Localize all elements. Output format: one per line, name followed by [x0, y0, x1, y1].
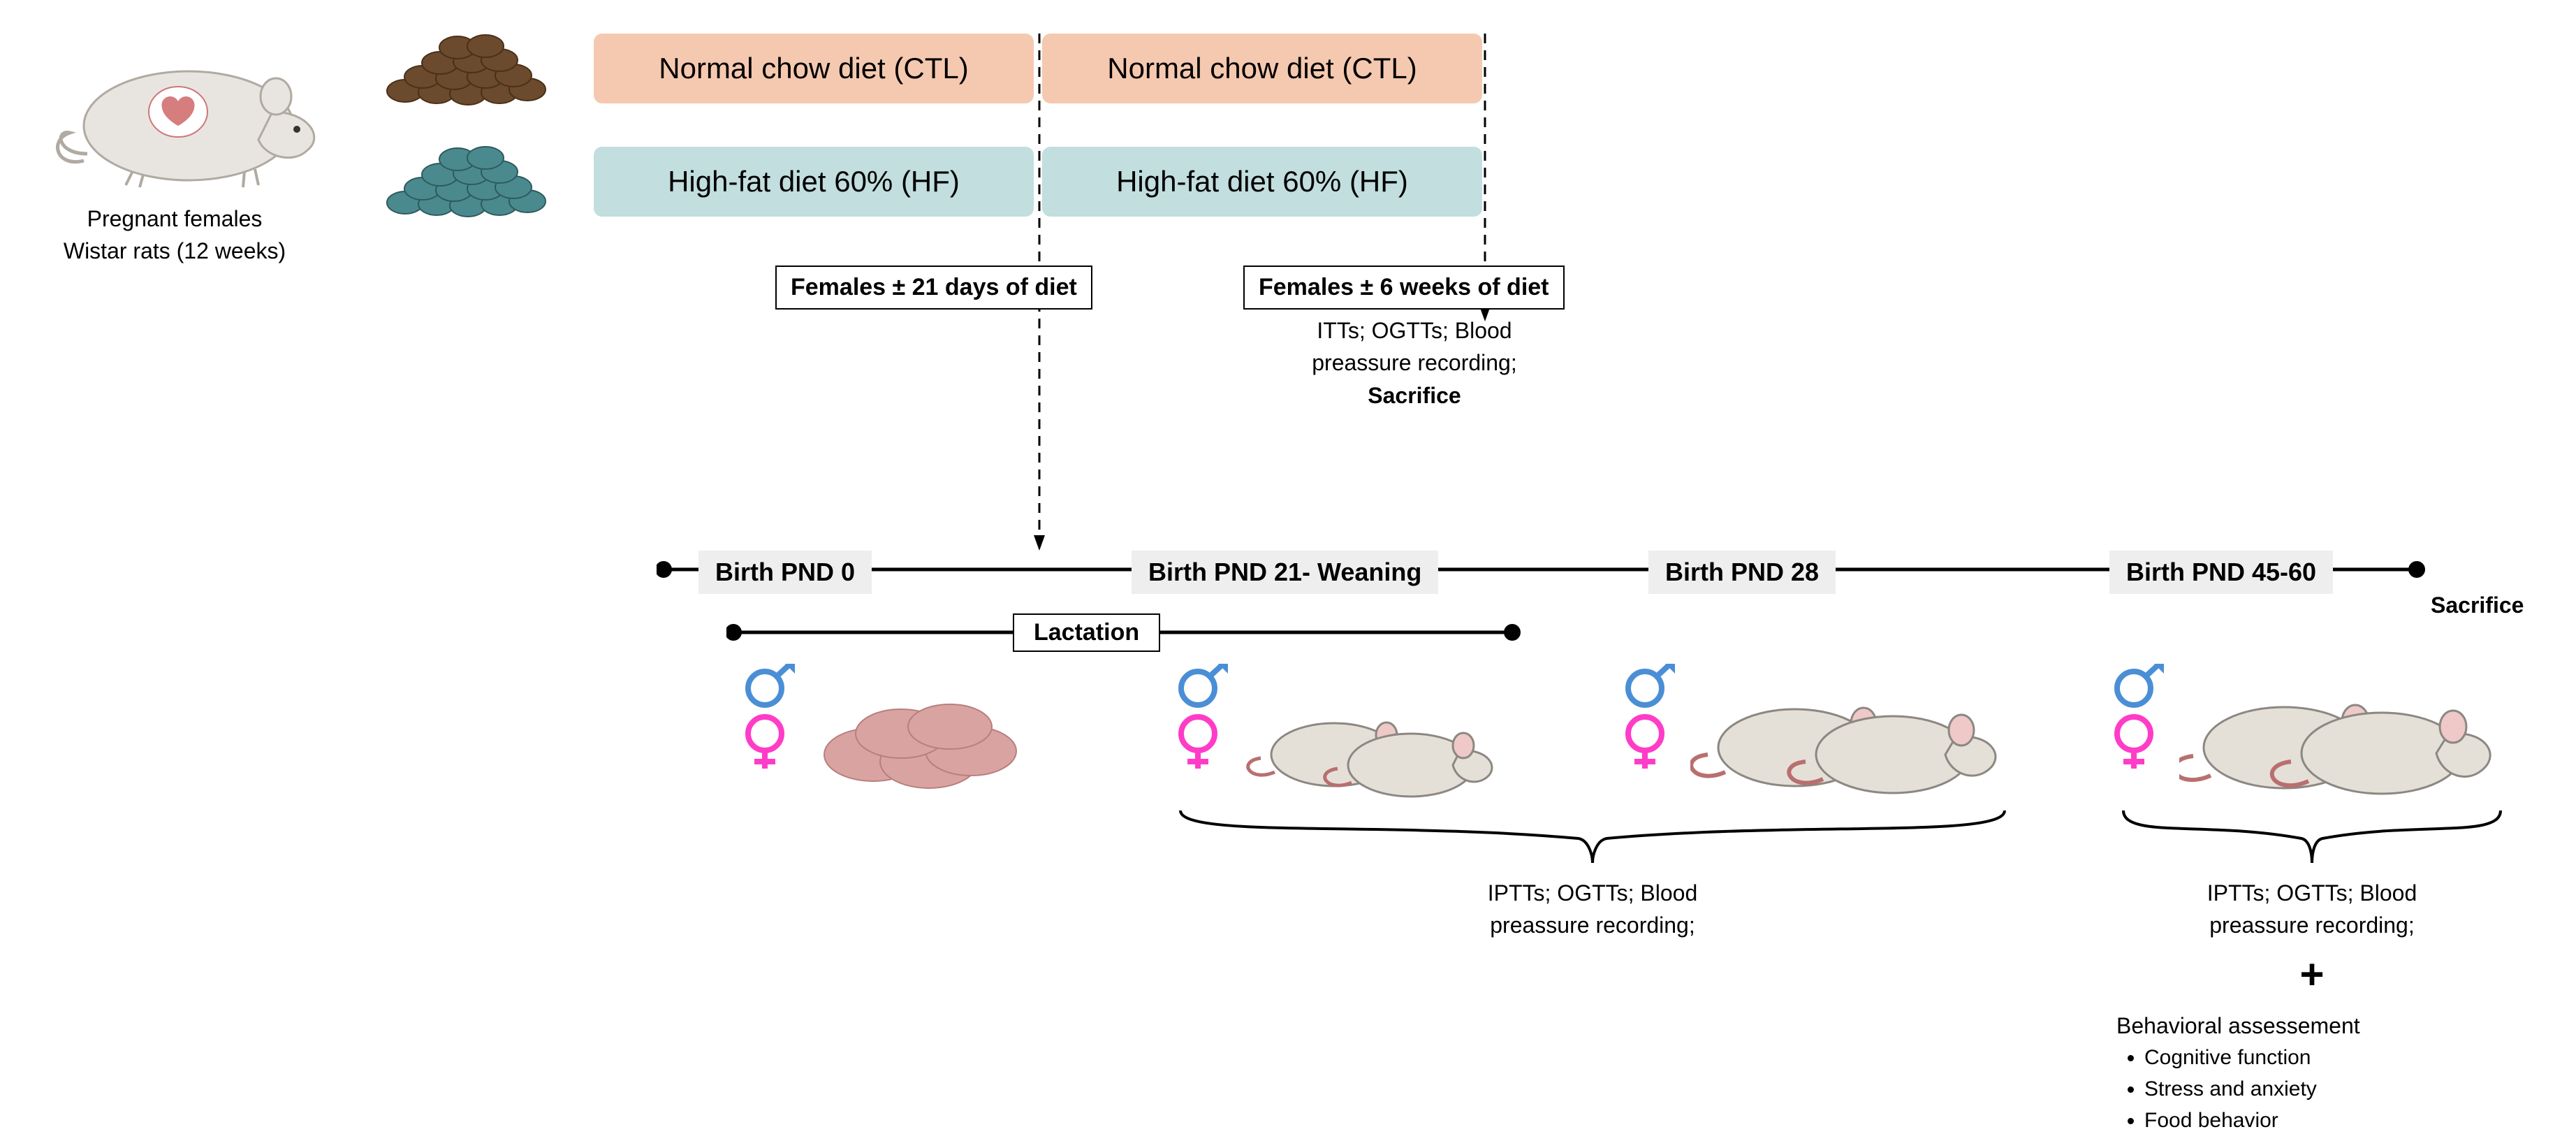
young-rats-pnd21 [1243, 671, 1509, 804]
right-l2: preassure recording; [2209, 913, 2414, 938]
f6w-d1: ITTs; OGTTs; Blood [1317, 318, 1512, 343]
lactation-box: Lactation [1013, 613, 1160, 652]
sex-symbols-pnd21 [1173, 664, 1236, 772]
sex-symbols-pnd45 [2109, 664, 2172, 772]
plus-sign: + [2284, 950, 2340, 998]
behavioral-block: Behavioral assessement Cognitive functio… [2116, 1010, 2535, 1136]
behavioral-item-1: Stress and anxiety [2144, 1073, 2535, 1105]
females-6w-detail: ITTs; OGTTs; Blood preassure recording; … [1243, 314, 1586, 412]
pregnant-rat-illustration [49, 14, 328, 196]
pill-pnd45: Birth PND 45-60 [2109, 551, 2333, 594]
ctl-bar-left: Normal chow diet (CTL) [594, 34, 1034, 103]
sex-symbols-pnd28 [1620, 664, 1683, 772]
behavioral-list: Cognitive function Stress and anxiety Fo… [2144, 1042, 2535, 1136]
mid-l1: IPTTs; OGTTs; Blood [1488, 880, 1698, 906]
teal-pellets [363, 140, 566, 224]
f6w-d2: preassure recording; [1312, 350, 1516, 375]
measures-mid: IPTTs; OGTTs; Blood preassure recording; [1432, 877, 1753, 942]
right-l1: IPTTs; OGTTs; Blood [2207, 880, 2417, 906]
measures-right: IPTTs; OGTTs; Blood preassure recording; [2151, 877, 2473, 942]
pups-pnd0 [810, 671, 1027, 797]
behavioral-item-2: Food behavior [2144, 1105, 2535, 1136]
pill-pnd21: Birth PND 21- Weaning [1132, 551, 1438, 594]
females-21-box: Females ± 21 days of diet [775, 266, 1092, 310]
f6w-d3: Sacrifice [1368, 383, 1461, 408]
mid-l2: preassure recording; [1490, 913, 1695, 938]
rats-pnd45 [2179, 657, 2501, 804]
pill-pnd0: Birth PND 0 [698, 551, 872, 594]
behavioral-item-0: Cognitive function [2144, 1042, 2535, 1073]
curly-brace-right [2116, 807, 2508, 870]
rat-caption-l2: Wistar rats (12 weeks) [64, 238, 286, 263]
pregnant-rat-caption: Pregnant females Wistar rats (12 weeks) [28, 203, 321, 268]
rat-caption-l1: Pregnant females [87, 206, 263, 231]
ctl-bar-right: Normal chow diet (CTL) [1042, 34, 1482, 103]
rats-pnd28 [1690, 657, 2012, 804]
sacrifice-label: Sacrifice [2431, 593, 2524, 618]
females-6w-box: Females ± 6 weeks of diet [1243, 266, 1565, 310]
behavioral-title: Behavioral assessement [2116, 1010, 2535, 1042]
hf-bar-right: High-fat diet 60% (HF) [1042, 147, 1482, 217]
pill-pnd28: Birth PND 28 [1648, 551, 1836, 594]
sex-symbols-pnd0 [740, 664, 803, 772]
hf-bar-left: High-fat diet 60% (HF) [594, 147, 1034, 217]
curly-brace-mid [1173, 807, 2012, 870]
brown-pellets [363, 28, 566, 112]
